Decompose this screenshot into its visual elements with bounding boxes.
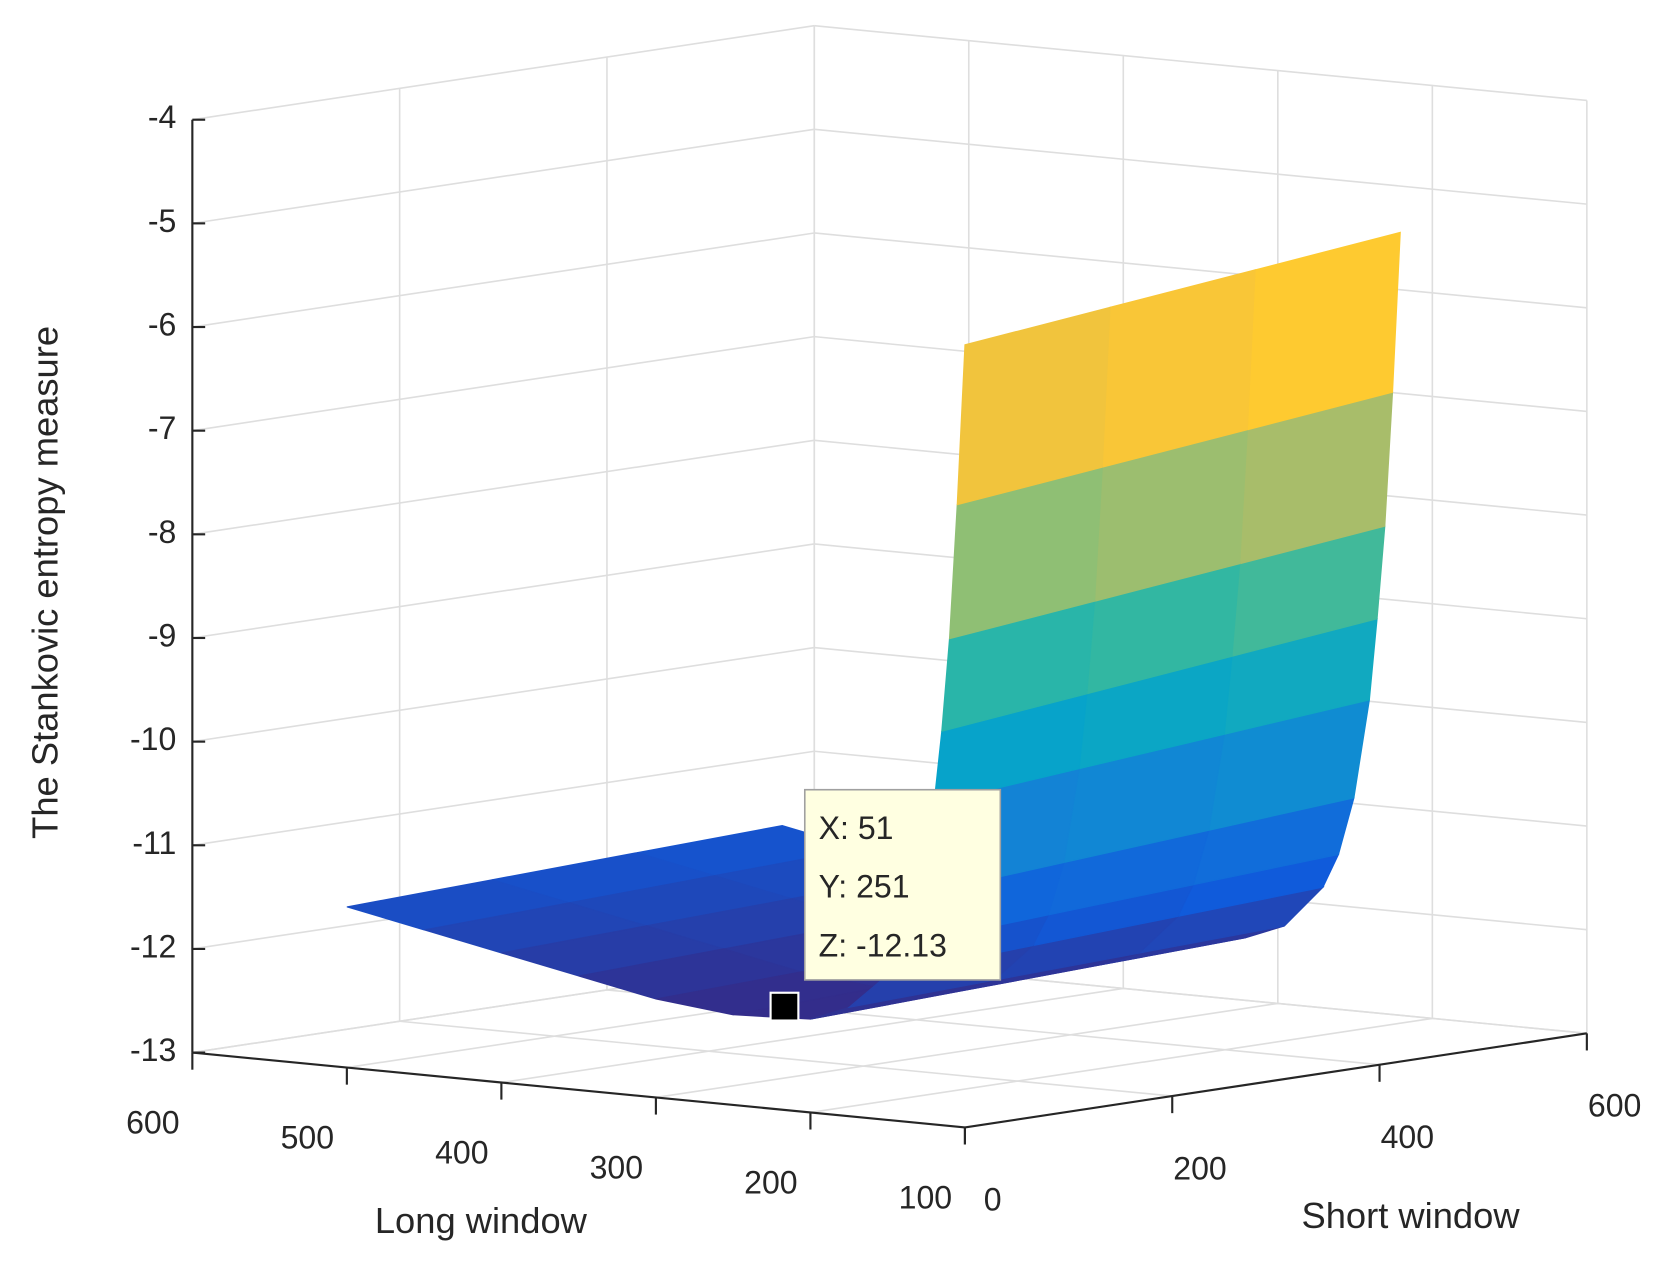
z-axis-title: The Stankovic entropy measure [25,326,66,839]
x-tick-label: 200 [1173,1150,1226,1186]
y-tick-label: 300 [590,1150,643,1186]
y-axis-title: Long window [375,1200,588,1241]
x-axis [964,1032,1588,1129]
grid-line [192,750,815,847]
z-tick-label: -8 [148,514,177,550]
grid-line [655,1002,1278,1099]
z-tick-label: -6 [148,306,177,342]
y-tick-label: 100 [899,1180,952,1216]
y-tick-label: 500 [281,1120,334,1156]
surface-patch [956,306,1111,506]
x-tick-label: 0 [984,1182,1002,1218]
x-axis-title: Short window [1301,1195,1520,1236]
grid-line [814,24,1587,102]
grid-line [192,128,815,225]
grid-line [814,128,1587,205]
datatip-label: X: 51 [819,810,894,846]
datatip-label: Z: -12.13 [819,927,947,963]
y-tick-label: 200 [744,1165,797,1201]
z-tick-label: -9 [148,617,177,653]
z-tick-label: -7 [148,410,177,446]
z-tick-label: -12 [130,928,176,964]
grid-line [810,1017,1433,1114]
y-tick-label: 400 [435,1135,488,1171]
y-tick-label: 600 [126,1105,179,1141]
grid-line [814,232,1587,309]
grid-line [192,24,815,121]
z-tick-label: -11 [132,825,176,861]
x-tick-label: 600 [1588,1088,1641,1124]
grid-line [192,232,815,328]
z-tick-label: -5 [148,203,177,239]
datatip-marker [769,991,800,1022]
x-tick-label: 400 [1381,1119,1434,1155]
grid-line [399,1020,1173,1097]
datatip-box [803,788,1002,981]
grid-line [501,987,1124,1084]
grid-line [192,439,815,536]
datatip-label: Y: 251 [819,869,910,905]
grid-line [192,335,815,432]
grid-line [192,543,815,639]
y-axis [192,1051,966,1129]
grid-line [192,646,815,743]
z-tick-label: -13 [130,1032,176,1068]
z-tick-label: -4 [148,99,177,135]
z-tick-label: -10 [130,721,176,757]
